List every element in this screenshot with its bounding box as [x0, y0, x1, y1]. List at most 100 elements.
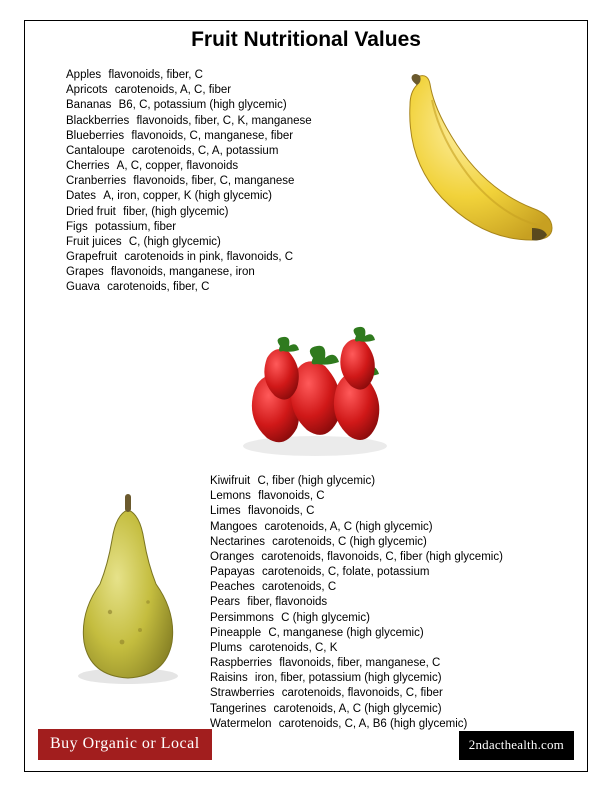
fruit-name: Raisins — [210, 672, 248, 684]
list-item: Fruit juices C, (high glycemic) — [66, 235, 386, 250]
fruit-info: carotenoids, A, C, fiber — [115, 84, 231, 96]
top-fruit-list: Apples flavonoids, fiber, CApricots caro… — [66, 68, 386, 296]
fruit-info: carotenoids, C, folate, potassium — [262, 566, 429, 578]
fruit-info: flavonoids, fiber, C, K, manganese — [136, 115, 311, 127]
fruit-info: carotenoids, A, C (high glycemic) — [273, 703, 441, 715]
list-item: Lemons flavonoids, C — [210, 489, 570, 504]
fruit-name: Grapefruit — [66, 251, 117, 263]
fruit-info: flavonoids, manganese, iron — [111, 266, 255, 278]
fruit-name: Blackberries — [66, 115, 129, 127]
fruit-name: Kiwifruit — [210, 475, 250, 487]
page: Fruit Nutritional Values Apples flavonoi… — [0, 0, 612, 792]
fruit-info: carotenoids, fiber, C — [107, 281, 209, 293]
site-banner: 2ndacthealth.com — [459, 731, 574, 760]
fruit-name: Guava — [66, 281, 100, 293]
fruit-info: A, C, copper, flavonoids — [117, 160, 238, 172]
fruit-info: flavonoids, fiber, C, manganese — [133, 175, 294, 187]
list-item: Oranges carotenoids, flavonoids, C, fibe… — [210, 550, 570, 565]
bottom-fruit-list: Kiwifruit C, fiber (high glycemic)Lemons… — [210, 474, 570, 732]
page-title: Fruit Nutritional Values — [0, 28, 612, 52]
fruit-info: carotenoids, C, A, B6 (high glycemic) — [279, 718, 468, 730]
fruit-name: Dates — [66, 190, 96, 202]
list-item: Watermelon carotenoids, C, A, B6 (high g… — [210, 717, 570, 732]
fruit-name: Dried fruit — [66, 206, 116, 218]
list-item: Apricots carotenoids, A, C, fiber — [66, 83, 386, 98]
fruit-info: C (high glycemic) — [281, 612, 370, 624]
list-item: Persimmons C (high glycemic) — [210, 611, 570, 626]
list-item: Figs potassium, fiber — [66, 220, 386, 235]
list-item: Limes flavonoids, C — [210, 504, 570, 519]
fruit-info: A, iron, copper, K (high glycemic) — [103, 190, 272, 202]
fruit-name: Figs — [66, 221, 88, 233]
list-item: Blueberries flavonoids, C, manganese, fi… — [66, 129, 386, 144]
fruit-info: flavonoids, C, manganese, fiber — [131, 130, 293, 142]
pear-icon — [58, 492, 198, 687]
fruit-info: flavonoids, fiber, manganese, C — [279, 657, 440, 669]
fruit-info: flavonoids, C — [258, 490, 324, 502]
list-item: Cherries A, C, copper, flavonoids — [66, 159, 386, 174]
fruit-name: Apricots — [66, 84, 108, 96]
list-item: Pineapple C, manganese (high glycemic) — [210, 626, 570, 641]
fruit-name: Nectarines — [210, 536, 265, 548]
list-item: Papayas carotenoids, C, folate, potassiu… — [210, 565, 570, 580]
fruit-name: Strawberries — [210, 687, 275, 699]
list-item: Grapes flavonoids, manganese, iron — [66, 265, 386, 280]
fruit-name: Cherries — [66, 160, 109, 172]
fruit-name: Raspberries — [210, 657, 272, 669]
fruit-info: fiber, (high glycemic) — [123, 206, 228, 218]
fruit-info: C, manganese (high glycemic) — [268, 627, 423, 639]
fruit-info: carotenoids, C (high glycemic) — [272, 536, 427, 548]
list-item: Nectarines carotenoids, C (high glycemic… — [210, 535, 570, 550]
fruit-name: Apples — [66, 69, 101, 81]
fruit-name: Grapes — [66, 266, 104, 278]
organic-banner: Buy Organic or Local — [38, 729, 212, 760]
list-item: Guava carotenoids, fiber, C — [66, 280, 386, 295]
list-item: Raspberries flavonoids, fiber, manganese… — [210, 656, 570, 671]
list-item: Raisins iron, fiber, potassium (high gly… — [210, 671, 570, 686]
fruit-name: Peaches — [210, 581, 255, 593]
fruit-name: Bananas — [66, 99, 111, 111]
list-item: Kiwifruit C, fiber (high glycemic) — [210, 474, 570, 489]
banana-icon — [382, 70, 562, 260]
fruit-name: Persimmons — [210, 612, 274, 624]
fruit-info: carotenoids, C, K — [249, 642, 337, 654]
list-item: Mangoes carotenoids, A, C (high glycemic… — [210, 520, 570, 535]
fruit-name: Pears — [210, 596, 240, 608]
fruit-info: carotenoids, A, C (high glycemic) — [265, 521, 433, 533]
strawberries-icon — [225, 318, 405, 458]
fruit-name: Limes — [210, 505, 241, 517]
list-item: Dried fruit fiber, (high glycemic) — [66, 205, 386, 220]
fruit-name: Plums — [210, 642, 242, 654]
list-item: Dates A, iron, copper, K (high glycemic) — [66, 189, 386, 204]
list-item: Grapefruit carotenoids in pink, flavonoi… — [66, 250, 386, 265]
fruit-info: fiber, flavonoids — [247, 596, 327, 608]
fruit-info: flavonoids, C — [248, 505, 314, 517]
fruit-name: Cranberries — [66, 175, 126, 187]
list-item: Tangerines carotenoids, A, C (high glyce… — [210, 702, 570, 717]
fruit-name: Pineapple — [210, 627, 261, 639]
list-item: Plums carotenoids, C, K — [210, 641, 570, 656]
fruit-name: Blueberries — [66, 130, 124, 142]
fruit-info: potassium, fiber — [95, 221, 176, 233]
fruit-info: carotenoids, C — [262, 581, 336, 593]
fruit-info: carotenoids, flavonoids, C, fiber — [282, 687, 443, 699]
fruit-name: Mangoes — [210, 521, 257, 533]
fruit-name: Oranges — [210, 551, 254, 563]
list-item: Strawberries carotenoids, flavonoids, C,… — [210, 686, 570, 701]
fruit-name: Lemons — [210, 490, 251, 502]
fruit-info: B6, C, potassium (high glycemic) — [119, 99, 287, 111]
list-item: Cantaloupe carotenoids, C, A, potassium — [66, 144, 386, 159]
fruit-info: iron, fiber, potassium (high glycemic) — [255, 672, 442, 684]
list-item: Pears fiber, flavonoids — [210, 595, 570, 610]
fruit-info: C, fiber (high glycemic) — [257, 475, 375, 487]
fruit-info: carotenoids, flavonoids, C, fiber (high … — [261, 551, 503, 563]
fruit-name: Fruit juices — [66, 236, 122, 248]
list-item: Apples flavonoids, fiber, C — [66, 68, 386, 83]
fruit-info: flavonoids, fiber, C — [108, 69, 203, 81]
list-item: Blackberries flavonoids, fiber, C, K, ma… — [66, 114, 386, 129]
fruit-name: Watermelon — [210, 718, 272, 730]
fruit-info: carotenoids, C, A, potassium — [132, 145, 278, 157]
fruit-name: Tangerines — [210, 703, 266, 715]
fruit-name: Papayas — [210, 566, 255, 578]
list-item: Cranberries flavonoids, fiber, C, mangan… — [66, 174, 386, 189]
